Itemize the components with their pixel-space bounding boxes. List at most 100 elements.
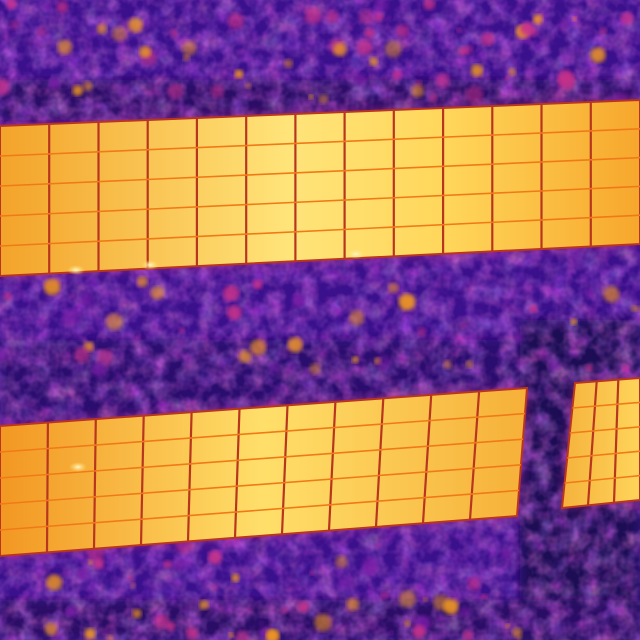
panel-column-divider: [586, 381, 598, 506]
panel-column-divider: [233, 408, 241, 538]
warm-patch: [228, 632, 234, 638]
warm-patch: [364, 27, 375, 39]
warm-patch: [91, 362, 106, 377]
warm-patch: [280, 607, 288, 614]
panel-column-divider: [612, 379, 620, 503]
warm-patch: [417, 327, 427, 337]
warm-patch: [79, 292, 94, 307]
warm-patch: [470, 64, 484, 77]
warm-patch: [369, 57, 379, 66]
warm-patch: [357, 39, 373, 56]
warm-patch: [547, 360, 560, 373]
warm-patch: [392, 70, 402, 80]
warm-patch: [529, 304, 538, 313]
warm-patch: [351, 356, 359, 364]
warm-patch: [558, 19, 570, 31]
warm-patch: [512, 627, 523, 638]
warm-patch: [177, 338, 186, 347]
solar-panel-arrays: [0, 98, 640, 558]
warm-patch: [36, 26, 46, 37]
warm-patch: [231, 573, 240, 582]
lower-left-array: [0, 386, 529, 558]
warm-patch: [263, 614, 268, 619]
warm-patch: [284, 59, 293, 68]
warm-patch: [154, 614, 169, 629]
warm-patch: [572, 16, 577, 22]
warm-patch: [82, 81, 93, 92]
warm-patch: [287, 337, 303, 353]
hotspot: [67, 265, 85, 275]
warm-patch: [599, 27, 607, 35]
warm-patch: [93, 558, 105, 570]
warm-patch: [105, 313, 123, 331]
warm-patch: [557, 69, 574, 85]
warm-patch: [130, 583, 136, 589]
warm-patch: [622, 365, 629, 372]
warm-patch: [226, 305, 242, 320]
lower-right-array: [560, 376, 640, 510]
warm-patch: [508, 68, 516, 76]
panel-row-divider: [564, 474, 640, 484]
warm-patch: [395, 24, 409, 38]
panel-column-divider: [186, 412, 193, 542]
warm-patch: [84, 628, 96, 640]
warm-patch: [182, 54, 190, 62]
warm-patch: [570, 318, 577, 326]
warm-patch: [116, 84, 131, 98]
warm-patch: [374, 0, 389, 13]
panel-row-divider: [0, 438, 524, 479]
warm-patch: [374, 12, 384, 22]
warm-patch: [136, 276, 148, 287]
warm-patch: [234, 69, 244, 79]
warm-patch: [520, 22, 535, 36]
warm-patch: [337, 575, 354, 592]
warm-patch: [458, 606, 471, 618]
warm-patch: [585, 288, 594, 297]
warm-patch: [6, 0, 17, 10]
warm-patch: [308, 94, 314, 100]
warm-patch: [169, 29, 178, 37]
warm-patch: [181, 40, 197, 56]
warm-patch: [150, 286, 164, 300]
warm-patch: [500, 547, 512, 559]
warm-patch: [304, 6, 322, 25]
warm-patch: [72, 85, 83, 96]
warm-patch: [411, 84, 424, 98]
panel-row-divider: [0, 489, 520, 531]
warm-patch: [585, 364, 593, 372]
warm-patch: [0, 78, 10, 96]
warm-patch: [132, 608, 142, 619]
panel-row-divider: [569, 426, 640, 434]
warm-patch: [208, 550, 222, 565]
hotspot-group: [67, 249, 365, 472]
warm-patch: [9, 20, 20, 30]
warm-patch: [56, 1, 69, 13]
warm-patch: [44, 622, 58, 636]
warm-patch: [3, 292, 12, 300]
warm-patch: [245, 82, 252, 89]
panel-row-divider: [0, 214, 640, 247]
warm-patch: [199, 600, 209, 610]
warm-patch: [354, 73, 367, 86]
warm-patch: [163, 560, 172, 569]
warm-patch: [456, 27, 462, 33]
panel-column-divider: [92, 419, 97, 549]
warm-patch: [462, 630, 474, 640]
panel-column-divider: [45, 422, 49, 553]
warm-patch: [96, 349, 114, 366]
panel-row-divider: [0, 185, 640, 217]
panel-row-divider: [567, 450, 640, 459]
panel-row-divider: [0, 412, 526, 453]
warm-patch: [210, 583, 219, 592]
warm-patch: [435, 72, 451, 88]
warm-patch: [259, 621, 264, 626]
warm-patch: [128, 17, 143, 33]
warm-patch: [375, 354, 392, 371]
warm-patch: [588, 309, 594, 315]
panel-column-divider: [327, 401, 337, 531]
warm-patch: [106, 634, 114, 640]
warm-patch: [333, 42, 347, 57]
warm-patch: [481, 593, 488, 600]
